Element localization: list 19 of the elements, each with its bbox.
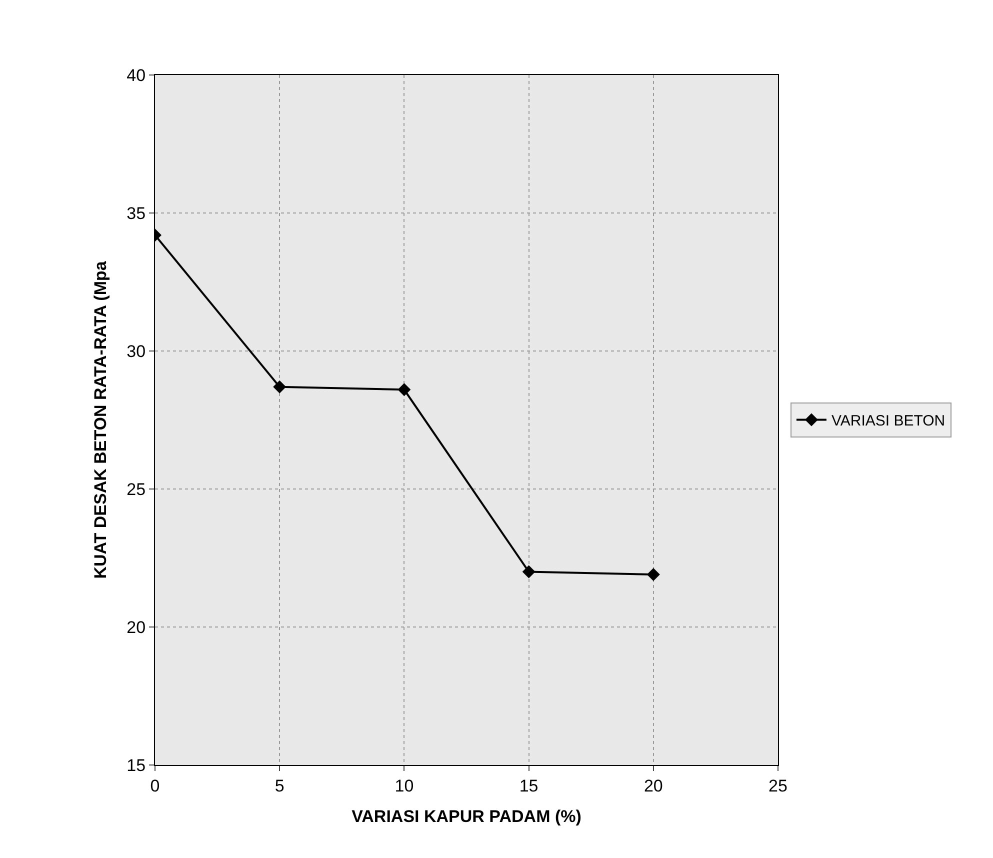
x-tick-label: 5 — [274, 776, 284, 796]
x-tick-label: 10 — [394, 776, 414, 796]
point — [273, 380, 286, 394]
point — [522, 565, 536, 578]
x-tick-label: 20 — [644, 776, 663, 796]
y-tick-label: 25 — [126, 480, 146, 499]
y-axis-title: KUAT DESAK BETON RATA-RATA (Mpa — [91, 260, 110, 579]
x-axis-title: VARIASI KAPUR PADAM (%) — [352, 806, 582, 826]
legend-label: VARIASI BETON — [831, 412, 946, 430]
y-tick-label: 30 — [126, 342, 146, 361]
x-tick-label: 0 — [150, 776, 160, 796]
y-tick-label: 15 — [126, 756, 146, 775]
point — [398, 383, 411, 396]
x-tick-label: 25 — [768, 776, 788, 796]
y-tick-label: 40 — [126, 66, 146, 85]
y-tick-label: 35 — [126, 204, 146, 223]
x-tick-label: 15 — [519, 776, 538, 796]
point — [646, 568, 660, 582]
y-tick-label: 20 — [126, 618, 146, 637]
